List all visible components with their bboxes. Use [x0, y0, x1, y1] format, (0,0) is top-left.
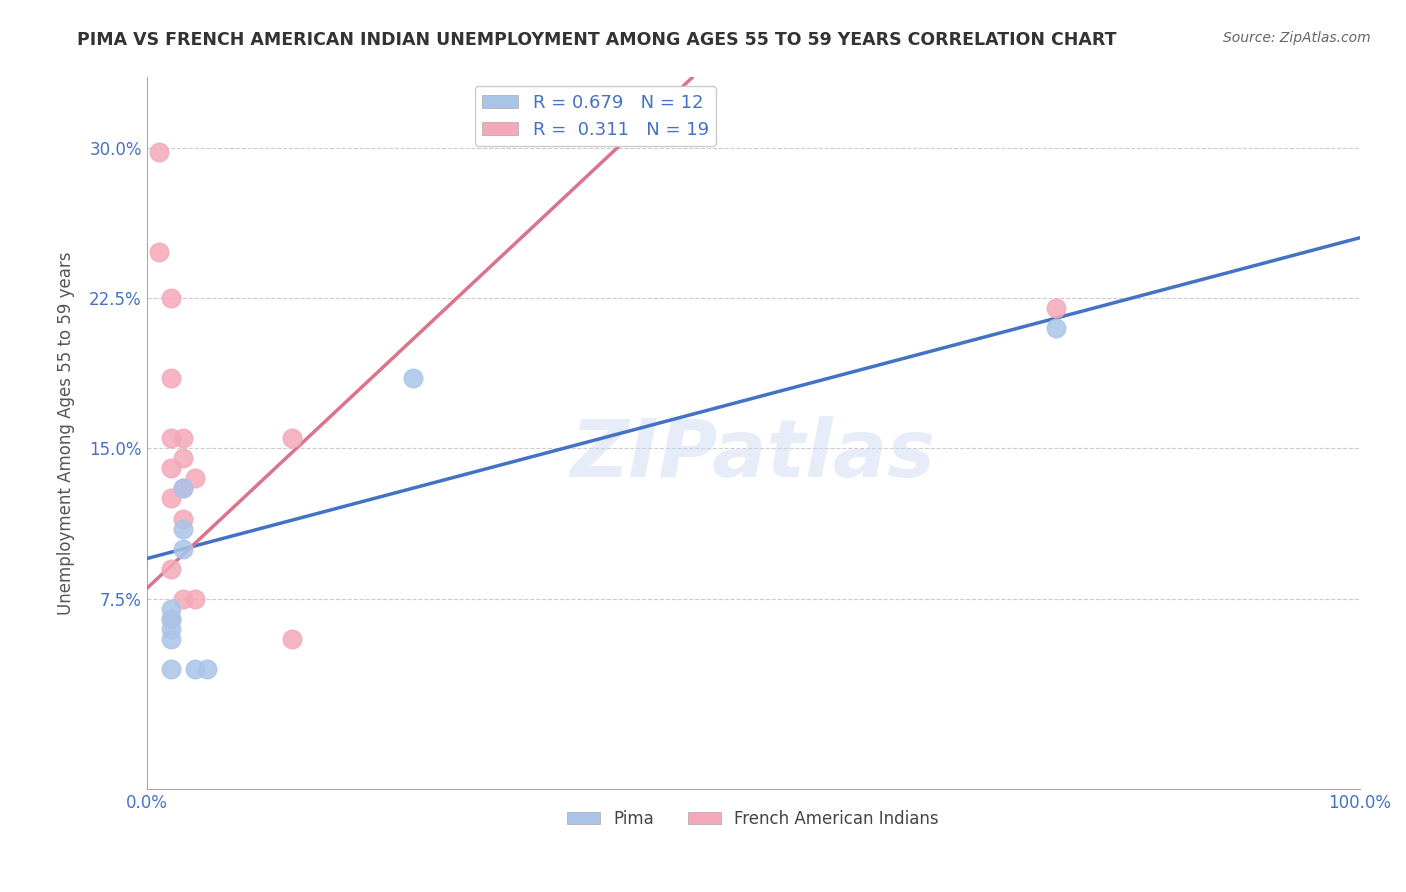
Point [159, 622, 181, 636]
Point [195, 662, 218, 676]
Y-axis label: Unemployment Among Ages 55 to 59 years: Unemployment Among Ages 55 to 59 years [58, 252, 75, 615]
Point [159, 562, 181, 576]
Point [148, 145, 170, 159]
Point [281, 632, 304, 646]
Legend: Pima, French American Indians: Pima, French American Indians [561, 803, 946, 834]
Point [172, 482, 194, 496]
Point [159, 371, 181, 385]
Point [159, 612, 181, 626]
Point [172, 482, 194, 496]
Point [159, 431, 181, 445]
Point [159, 632, 181, 646]
Point [184, 471, 207, 485]
Point [159, 601, 181, 615]
Point [159, 662, 181, 676]
Point [148, 244, 170, 259]
Point [172, 522, 194, 536]
Point [184, 662, 207, 676]
Point [159, 491, 181, 506]
Point [281, 431, 304, 445]
Point [172, 451, 194, 466]
Point [1045, 321, 1067, 335]
Point [402, 371, 425, 385]
Point [172, 541, 194, 556]
Point [1045, 301, 1067, 315]
Text: ZIPatlas: ZIPatlas [571, 416, 935, 493]
Point [172, 591, 194, 606]
Point [172, 431, 194, 445]
Text: Source: ZipAtlas.com: Source: ZipAtlas.com [1223, 31, 1371, 45]
Point [159, 461, 181, 475]
Point [172, 511, 194, 525]
Text: PIMA VS FRENCH AMERICAN INDIAN UNEMPLOYMENT AMONG AGES 55 TO 59 YEARS CORRELATIO: PIMA VS FRENCH AMERICAN INDIAN UNEMPLOYM… [77, 31, 1116, 49]
Point [159, 291, 181, 305]
Point [159, 612, 181, 626]
Point [184, 591, 207, 606]
